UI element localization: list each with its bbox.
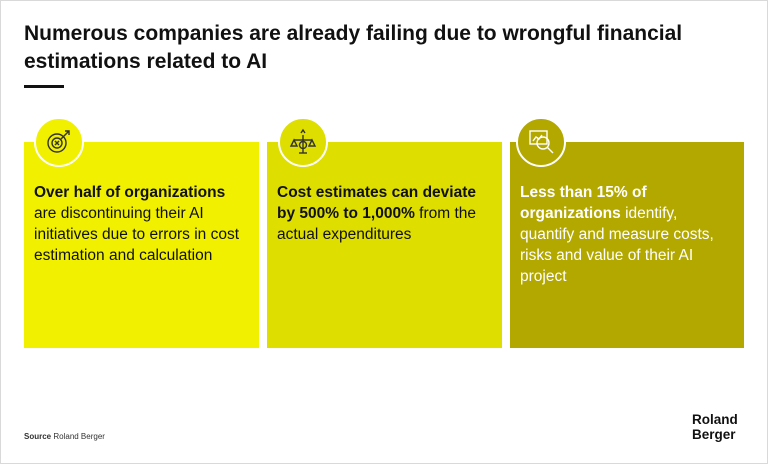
card-bold-text: Over half of organizations	[34, 184, 226, 201]
source-note: Source Roland Berger	[24, 432, 105, 441]
logo-line-2: Berger	[692, 427, 736, 442]
card-text: Cost estimates can deviate by 500% to 1,…	[277, 182, 492, 245]
source-label: Source	[24, 432, 52, 441]
magnifier-chart-icon	[516, 117, 566, 167]
card-bold-text: Cost estimates can deviate by 500% to 1,…	[277, 184, 477, 222]
card-rest-text: from the actual expenditures	[277, 205, 477, 243]
roland-berger-logo: Roland Berger	[692, 412, 738, 442]
card-text: Less than 15% of organizations identify,…	[520, 182, 734, 287]
card-rest-text: are discontinuing their AI initiatives d…	[34, 205, 240, 264]
card-discontinuing: Over half of organizations are discontin…	[24, 142, 259, 348]
card-bold-text: Less than 15% of organizations	[520, 184, 647, 222]
target-cross-icon	[34, 117, 84, 167]
card-rest-text: identify, quantify and measure costs, ri…	[520, 205, 714, 285]
scale-money-icon	[278, 117, 328, 167]
card-text: Over half of organizations are discontin…	[34, 182, 249, 266]
card-measurement: Less than 15% of organizations identify,…	[510, 142, 744, 348]
source-value: Roland Berger	[53, 432, 105, 441]
page-title: Numerous companies are already failing d…	[24, 22, 683, 73]
card-cost-deviation: Cost estimates can deviate by 500% to 1,…	[267, 142, 502, 348]
title-underline	[24, 85, 64, 88]
logo-line-1: Roland	[692, 412, 738, 427]
